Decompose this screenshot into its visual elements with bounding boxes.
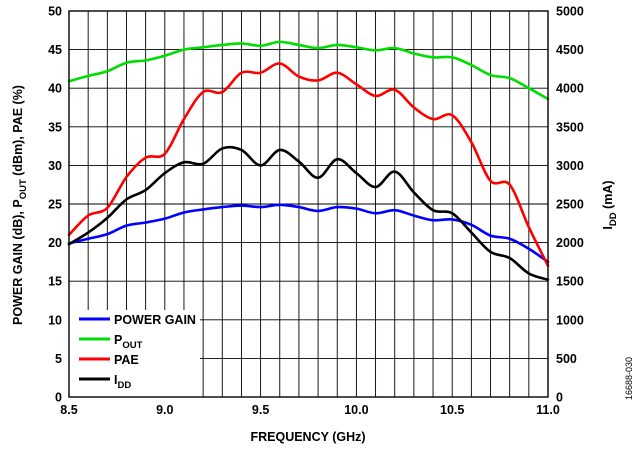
y-tick-label-right: 2000 bbox=[556, 236, 584, 250]
legend-label-i-dd: IDD bbox=[114, 373, 131, 391]
series-line-i-dd bbox=[67, 145, 550, 281]
y-axis-title-left-sub: OUT bbox=[18, 179, 29, 199]
y-axis-title-right: IDD (mA) bbox=[601, 180, 619, 229]
figure-id: 16688-030 bbox=[624, 357, 634, 400]
x-tick-label: 9.0 bbox=[156, 403, 173, 417]
y-tick-label-left: 25 bbox=[48, 198, 62, 212]
legend-label-main: PAE bbox=[114, 353, 139, 367]
y-tick-label-left: 0 bbox=[55, 391, 62, 405]
y-tick-label-right: 4000 bbox=[556, 82, 584, 96]
y-tick-label-right: 1500 bbox=[556, 275, 584, 289]
y-tick-label-left: 30 bbox=[48, 159, 62, 173]
y-tick-label-right: 3000 bbox=[556, 159, 584, 173]
legend-label-main: POWER GAIN bbox=[114, 313, 196, 327]
y-axis-title-right-sub: DD bbox=[608, 212, 619, 226]
y-tick-label-right: 4500 bbox=[556, 43, 584, 57]
x-tick-label: 10.5 bbox=[440, 403, 464, 417]
y-tick-label-left: 40 bbox=[48, 82, 62, 96]
y-axis-title-left-part2: (dBm), PAE (%) bbox=[11, 85, 25, 179]
legend-label-main: P bbox=[114, 333, 122, 347]
y-tick-label-left: 35 bbox=[48, 120, 62, 134]
x-tick-label: 10.0 bbox=[344, 403, 368, 417]
ticks: 8.5 9.0 9.5 10.0 10.5 11.00510152025303540455… bbox=[48, 5, 584, 418]
y-tick-label-left: 5 bbox=[55, 352, 62, 366]
y-tick-label-left: 10 bbox=[48, 313, 62, 327]
legend-label-power-gain: POWER GAIN bbox=[114, 313, 196, 327]
y-tick-label-right: 0 bbox=[556, 391, 563, 405]
grid bbox=[69, 11, 548, 397]
y-axis-title-left-part1: POWER GAIN (dB), P bbox=[11, 199, 25, 325]
y-tick-label-left: 15 bbox=[48, 275, 62, 289]
legend-label-sub: OUT bbox=[122, 340, 142, 351]
series-line-p-out bbox=[67, 40, 550, 101]
y-axis-title-left: POWER GAIN (dB), POUT (dBm), PAE (%) bbox=[11, 85, 29, 325]
y-tick-label-right: 5000 bbox=[556, 5, 584, 19]
y-tick-label-left: 50 bbox=[48, 5, 62, 19]
y-tick-label-right: 2500 bbox=[556, 198, 584, 212]
legend: POWER GAIN POUT PAE IDD bbox=[79, 313, 196, 391]
y-axis-title-right-part1: I bbox=[601, 226, 615, 229]
y-tick-label-left: 20 bbox=[48, 236, 62, 250]
series-line-pae bbox=[67, 62, 550, 268]
x-tick-label: 8.5 bbox=[60, 403, 77, 417]
x-tick-label: 9.5 bbox=[252, 403, 269, 417]
plot-frame bbox=[68, 10, 549, 398]
y-tick-label-left: 45 bbox=[48, 43, 62, 57]
series-line-power-gain bbox=[67, 203, 550, 264]
legend-label-main: I bbox=[114, 373, 117, 387]
y-tick-label-right: 500 bbox=[556, 352, 577, 366]
x-axis-title: FREQUENCY (GHz) bbox=[250, 430, 365, 444]
y-tick-label-right: 3500 bbox=[556, 120, 584, 134]
y-tick-label-right: 1000 bbox=[556, 313, 584, 327]
x-tick-label: 11.0 bbox=[536, 403, 560, 417]
legend-label-p-out: POUT bbox=[114, 333, 143, 351]
series-layer bbox=[67, 40, 550, 281]
legend-label-pae: PAE bbox=[114, 353, 139, 367]
y-axis-title-right-part2: (mA) bbox=[601, 180, 615, 212]
legend-label-sub: DD bbox=[117, 380, 131, 391]
